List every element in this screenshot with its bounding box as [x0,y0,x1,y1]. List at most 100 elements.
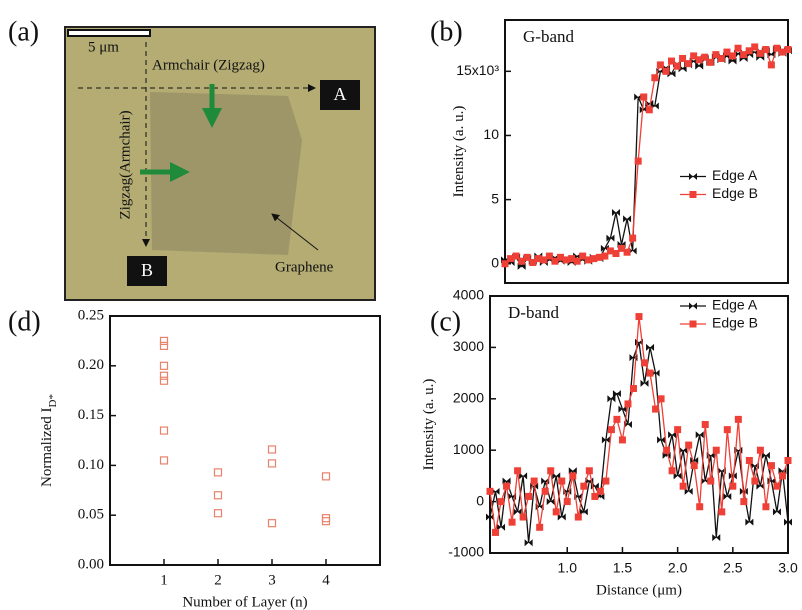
marker [684,60,692,68]
marker [756,49,764,57]
marker [761,451,770,459]
marker [563,498,571,506]
x-tick-label: 1.5 [613,560,633,576]
marker [545,252,553,260]
marker [629,234,637,242]
marker [778,48,786,56]
marker [213,468,223,477]
marker [717,54,725,62]
marker [508,518,516,526]
marker [740,498,748,506]
y-tick-label: 2000 [453,390,484,406]
marker [673,62,681,70]
y-tick-label: 3000 [453,338,484,354]
marker [267,519,277,528]
marker [321,517,331,526]
marker [641,359,649,367]
y-tick-label: 1000 [453,441,484,457]
x-tick-label: 3.0 [778,560,798,576]
panel-label: (c) [430,306,461,337]
marker [584,256,592,264]
marker [552,472,561,480]
marker [668,431,677,439]
y-axis-label-text: Normalized I [39,407,55,487]
marker [723,426,731,434]
marker [635,313,643,321]
marker [646,369,654,377]
series-line [504,48,789,268]
marker [591,492,599,500]
marker [612,249,620,257]
direction-label: Armchair (Zigzag) [152,57,265,73]
marker [557,513,566,521]
marker [734,415,742,423]
scale-bar [67,29,151,37]
marker [569,472,577,480]
marker [707,477,715,485]
graphene-label: Graphene [275,259,334,275]
marker [723,48,731,56]
marker [568,255,576,263]
marker [640,93,648,101]
marker [778,472,786,480]
marker [491,487,500,495]
marker [613,415,621,423]
marker [534,255,542,263]
marker [745,47,753,55]
y-tick-label: 0.00 [78,556,104,572]
y-axis-label: Normalized ID* [39,394,58,487]
marker [523,253,531,261]
y-tick-label: 0 [476,492,484,508]
marker [701,477,710,485]
x-axis-label: Distance (μm) [596,582,682,598]
marker [541,487,549,495]
y-axis-label-text: Intensity (a. u.) [421,379,437,471]
marker [767,51,776,59]
marker [267,445,277,454]
marker [624,400,632,408]
marker [519,472,528,480]
marker [706,58,714,66]
legend-label: Edge B [712,315,758,331]
marker [712,51,720,59]
marker [784,518,792,526]
pointer-arrow [271,213,319,251]
marker [579,508,588,516]
marker [651,369,660,377]
series-line [489,342,789,543]
legend-marker [689,191,697,198]
marker [623,248,631,256]
marker [634,157,642,165]
marker [213,509,223,518]
y-tick-label: 0.20 [78,357,104,373]
marker [762,503,770,511]
marker [618,436,626,444]
marker [685,441,693,449]
x-tick-label: 1.0 [558,560,578,576]
marker [634,93,643,101]
marker [668,467,676,475]
marker [756,482,765,490]
legend-marker [689,302,697,310]
marker [600,244,609,252]
marker [784,46,792,54]
y-tick-label: 4000 [453,287,484,303]
plot-frame [109,315,381,566]
marker [579,252,587,260]
x-tick-label: 1 [160,572,168,588]
marker [611,208,620,216]
marker [519,513,527,521]
marker [772,508,781,516]
marker [552,508,560,516]
marker [784,456,792,464]
panel-label: (b) [430,16,463,47]
marker [530,477,538,485]
marker [607,426,615,434]
marker [556,253,564,261]
label-box [320,80,360,110]
marker [492,528,500,536]
marker [159,371,169,380]
marker [751,43,759,51]
marker [646,343,655,351]
